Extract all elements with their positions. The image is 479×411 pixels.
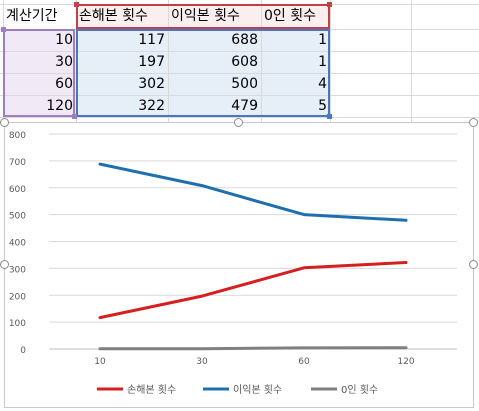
series-line: [98, 162, 408, 222]
header-cell-period[interactable]: 계산기간: [6, 8, 58, 24]
cell-loss[interactable]: 322: [138, 98, 165, 114]
y-tick-label: 800: [9, 131, 26, 141]
cell-period[interactable]: 10: [55, 32, 73, 48]
cell-zero[interactable]: 1: [318, 54, 327, 70]
y-tick-label: 700: [9, 158, 26, 168]
range-resize-handle[interactable]: [327, 114, 332, 119]
header-cell-loss-count[interactable]: 손해본 횟수: [79, 8, 148, 24]
y-tick-label: 0: [20, 346, 26, 356]
range-resize-handle[interactable]: [74, 2, 79, 7]
x-tick-label: 60: [298, 357, 310, 367]
values-range-outline: [76, 29, 330, 117]
header-highlight: [76, 4, 330, 28]
cell-profit[interactable]: 500: [231, 76, 258, 92]
chart-resize-handle[interactable]: [0, 118, 9, 127]
cell-zero[interactable]: 4: [318, 76, 327, 92]
x-tick-label: 120: [397, 357, 414, 367]
series-name-range-outline: [76, 4, 330, 29]
y-tick-label: 300: [9, 265, 26, 275]
chart-resize-handle[interactable]: [0, 260, 9, 269]
series-line: [98, 261, 408, 320]
y-tick-label: 200: [9, 292, 26, 302]
series-line: [98, 346, 408, 351]
chart-resize-handle[interactable]: [469, 118, 478, 127]
header-cell-profit-count[interactable]: 이익본 횟수: [171, 8, 240, 24]
range-resize-handle[interactable]: [72, 114, 77, 119]
spreadsheet-grid[interactable]: 계산기간 손해본 횟수 이익본 횟수 0인 횟수 10 117 688 1 30…: [0, 0, 479, 122]
x-tick-label: 10: [94, 357, 106, 367]
cell-zero[interactable]: 5: [318, 98, 327, 114]
x-tick-label: 30: [196, 357, 208, 367]
cell-profit[interactable]: 479: [231, 98, 258, 114]
cell-loss[interactable]: 117: [138, 32, 165, 48]
cell-period[interactable]: 60: [55, 76, 73, 92]
chart-plot-area: 0 100 200 300 400 500 600 700 800 10 30 60 120 손해본 횟수…: [9, 131, 457, 396]
category-range-outline: [3, 29, 75, 117]
legend-label: 이익본 횟수: [233, 384, 282, 396]
y-tick-label: 600: [9, 185, 26, 195]
cell-loss[interactable]: 302: [138, 76, 165, 92]
cell-profit[interactable]: 608: [231, 54, 258, 70]
cell-profit[interactable]: 688: [231, 32, 258, 48]
cell-period[interactable]: 120: [46, 98, 73, 114]
cell-loss[interactable]: 197: [138, 54, 165, 70]
range-resize-handle[interactable]: [1, 27, 6, 32]
y-tick-label: 100: [9, 319, 26, 329]
legend-label: 손해본 횟수: [127, 383, 176, 396]
cell-period[interactable]: 30: [55, 54, 73, 70]
chart-resize-handle[interactable]: [234, 118, 243, 127]
y-tick-label: 400: [9, 239, 26, 249]
range-resize-handle[interactable]: [327, 2, 332, 7]
cell-zero[interactable]: 1: [318, 32, 327, 48]
line-chart[interactable]: 0 100 200 300 400 500 600 700 800 10 30 60 120 손해본 횟수…: [4, 122, 474, 408]
header-cell-zero-count[interactable]: 0인 횟수: [264, 8, 316, 24]
y-tick-label: 500: [9, 212, 26, 222]
legend-label: 0인 횟수: [341, 384, 378, 396]
chart-resize-handle[interactable]: [469, 260, 478, 269]
